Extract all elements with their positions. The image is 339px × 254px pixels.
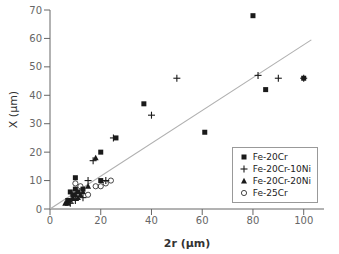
svg-text:30: 30 [29,118,42,129]
html-text:Fe-25Cr: Fe-25Cr [252,188,288,198]
svg-text:20: 20 [94,215,107,226]
svg-text:10: 10 [29,175,42,186]
svg-text:40: 40 [29,90,42,101]
html-text:Fe-20Cr: Fe-20Cr [252,152,288,162]
svg-text:60: 60 [29,33,42,44]
svg-text:70: 70 [29,5,42,16]
svg-text:80: 80 [247,215,260,226]
svg-text:20: 20 [29,147,42,158]
svg-text:0: 0 [47,215,53,226]
svg-text:40: 40 [145,215,158,226]
html-text:Fe-20Cr-20Ni: Fe-20Cr-20Ni [252,176,311,186]
svg-text:X (μm): X (μm) [8,91,20,128]
html-text:Fe-20Cr-10Ni: Fe-20Cr-10Ni [252,164,311,174]
svg-text:60: 60 [196,215,209,226]
svg-text:2r (μm): 2r (μm) [164,237,211,250]
svg-text:50: 50 [29,61,42,72]
svg-text:100: 100 [294,215,313,226]
svg-text:0: 0 [36,204,42,215]
